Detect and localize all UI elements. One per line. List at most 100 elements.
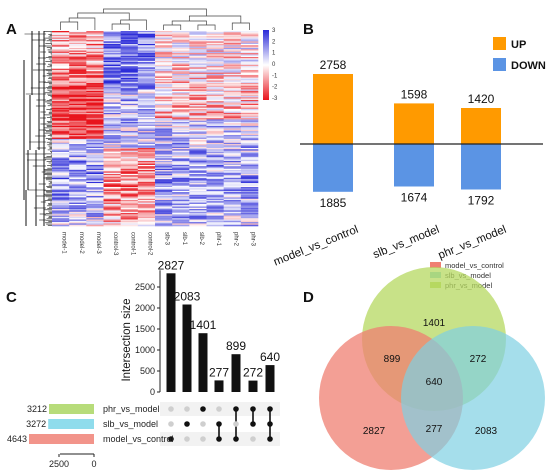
heatmap-cell [155, 157, 173, 159]
heatmap-cell [120, 107, 139, 110]
heatmap-cell [240, 187, 259, 189]
heatmap-cell [52, 219, 70, 222]
heatmap-cell [240, 157, 259, 159]
heatmap-cell [69, 133, 87, 136]
heatmap-cell [240, 179, 259, 181]
heatmap-cell [120, 223, 139, 225]
heatmap-cell [120, 70, 139, 72]
heatmap-cell [69, 224, 87, 227]
heatmap-cell [223, 73, 242, 76]
heatmap-cell [69, 136, 87, 138]
heatmap-cell [189, 128, 207, 131]
heatmap-cell [86, 41, 104, 43]
heatmap-cell [69, 41, 87, 43]
heatmap-cell [52, 220, 70, 223]
heatmap-cell [52, 129, 70, 132]
heatmap-cell [206, 47, 224, 50]
heatmap-cell [189, 38, 207, 41]
heatmap-cell [206, 198, 224, 201]
heatmap-cell [206, 71, 224, 73]
heatmap-cell [223, 148, 242, 150]
heatmap-cell [155, 99, 173, 102]
heatmap-cell [103, 114, 121, 116]
heatmap-cell [189, 60, 207, 63]
heatmap-cell [52, 148, 70, 150]
heatmap-cell [206, 135, 224, 137]
heatmap-cell [120, 136, 139, 138]
heatmap-cell [206, 54, 224, 56]
heatmap-cell [206, 118, 224, 120]
heatmap-cell [120, 40, 139, 42]
heatmap-cell [206, 222, 224, 224]
heatmap-cell [103, 84, 121, 86]
heatmap-cell [120, 184, 139, 186]
heatmap-cell [103, 44, 121, 46]
heatmap-cell [86, 183, 104, 185]
heatmap-cell [223, 213, 242, 215]
column-label: control-2 [146, 232, 152, 256]
heatmap-cell [240, 171, 259, 173]
heatmap-cell [103, 162, 121, 164]
heatmap-cell [172, 116, 190, 119]
heatmap-cell [137, 90, 156, 93]
heatmap-cell [120, 73, 139, 76]
heatmap-cell [69, 219, 87, 222]
heatmap-cell [52, 50, 70, 53]
heatmap-cell [52, 192, 70, 194]
heatmap-cell [103, 83, 121, 85]
heatmap-cell [103, 112, 121, 115]
heatmap-cell [120, 98, 139, 101]
heatmap-cell [137, 94, 156, 97]
heatmap-cell [172, 92, 190, 94]
heatmap-cell [86, 89, 104, 92]
heatmap-cell [206, 203, 224, 206]
heatmap-cell [155, 68, 173, 71]
heatmap-cell [137, 76, 156, 79]
heatmap-cell [172, 137, 190, 140]
heatmap-cell [69, 200, 87, 202]
heatmap-cell [69, 175, 87, 177]
heatmap-cell [223, 60, 242, 63]
heatmap-cell [103, 47, 121, 50]
heatmap-cell [69, 163, 87, 166]
heatmap-cell [206, 125, 224, 128]
heatmap-cell [69, 70, 87, 72]
heatmap-cell [52, 211, 70, 214]
heatmap-cell [155, 153, 173, 155]
heatmap-cell [52, 167, 70, 170]
heatmap-cell [155, 70, 173, 72]
heatmap-cell [120, 46, 139, 49]
heatmap-cell [206, 88, 224, 90]
heatmap-cell [120, 203, 139, 206]
down-bar [394, 144, 434, 187]
heatmap-cell [206, 205, 224, 207]
heatmap-cell [69, 137, 87, 140]
heatmap-cell [189, 88, 207, 90]
heatmap-cell [86, 154, 104, 157]
heatmap-cell [240, 102, 259, 105]
heatmap-cell [172, 177, 190, 180]
heatmap-cell [240, 223, 259, 225]
heatmap-cell [189, 120, 207, 123]
heatmap-cell [103, 99, 121, 102]
heatmap-cell [52, 215, 70, 218]
set-size-value: 3272 [26, 419, 46, 429]
heatmap-cell [223, 97, 242, 99]
heatmap-cell [120, 193, 139, 196]
heatmap-cell [52, 155, 70, 158]
heatmap-cell [120, 150, 139, 153]
heatmap-cell [86, 207, 104, 210]
heatmap-cell [137, 123, 156, 125]
heatmap-cell [52, 72, 70, 75]
up-value-label: 2758 [320, 58, 347, 72]
heatmap-cell [120, 127, 139, 129]
heatmap-cell [103, 97, 121, 99]
heatmap-cell [52, 103, 70, 106]
heatmap-cell [172, 197, 190, 199]
heatmap-cell [172, 49, 190, 51]
dendrogram-link [197, 24, 216, 30]
heatmap-cell [223, 92, 242, 94]
heatmap-cell [103, 46, 121, 49]
heatmap-cell [86, 189, 104, 192]
heatmap-cell [52, 166, 70, 168]
